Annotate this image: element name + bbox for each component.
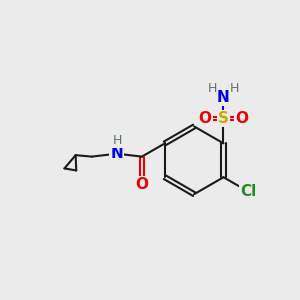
Text: Cl: Cl bbox=[240, 184, 256, 199]
Text: O: O bbox=[135, 177, 148, 192]
Text: H: H bbox=[208, 82, 217, 95]
Text: H: H bbox=[230, 82, 239, 95]
Text: O: O bbox=[235, 111, 248, 126]
Text: N: N bbox=[217, 90, 230, 105]
Text: S: S bbox=[218, 111, 229, 126]
Text: N: N bbox=[110, 146, 123, 161]
Text: H: H bbox=[113, 134, 122, 147]
Text: O: O bbox=[199, 111, 212, 126]
